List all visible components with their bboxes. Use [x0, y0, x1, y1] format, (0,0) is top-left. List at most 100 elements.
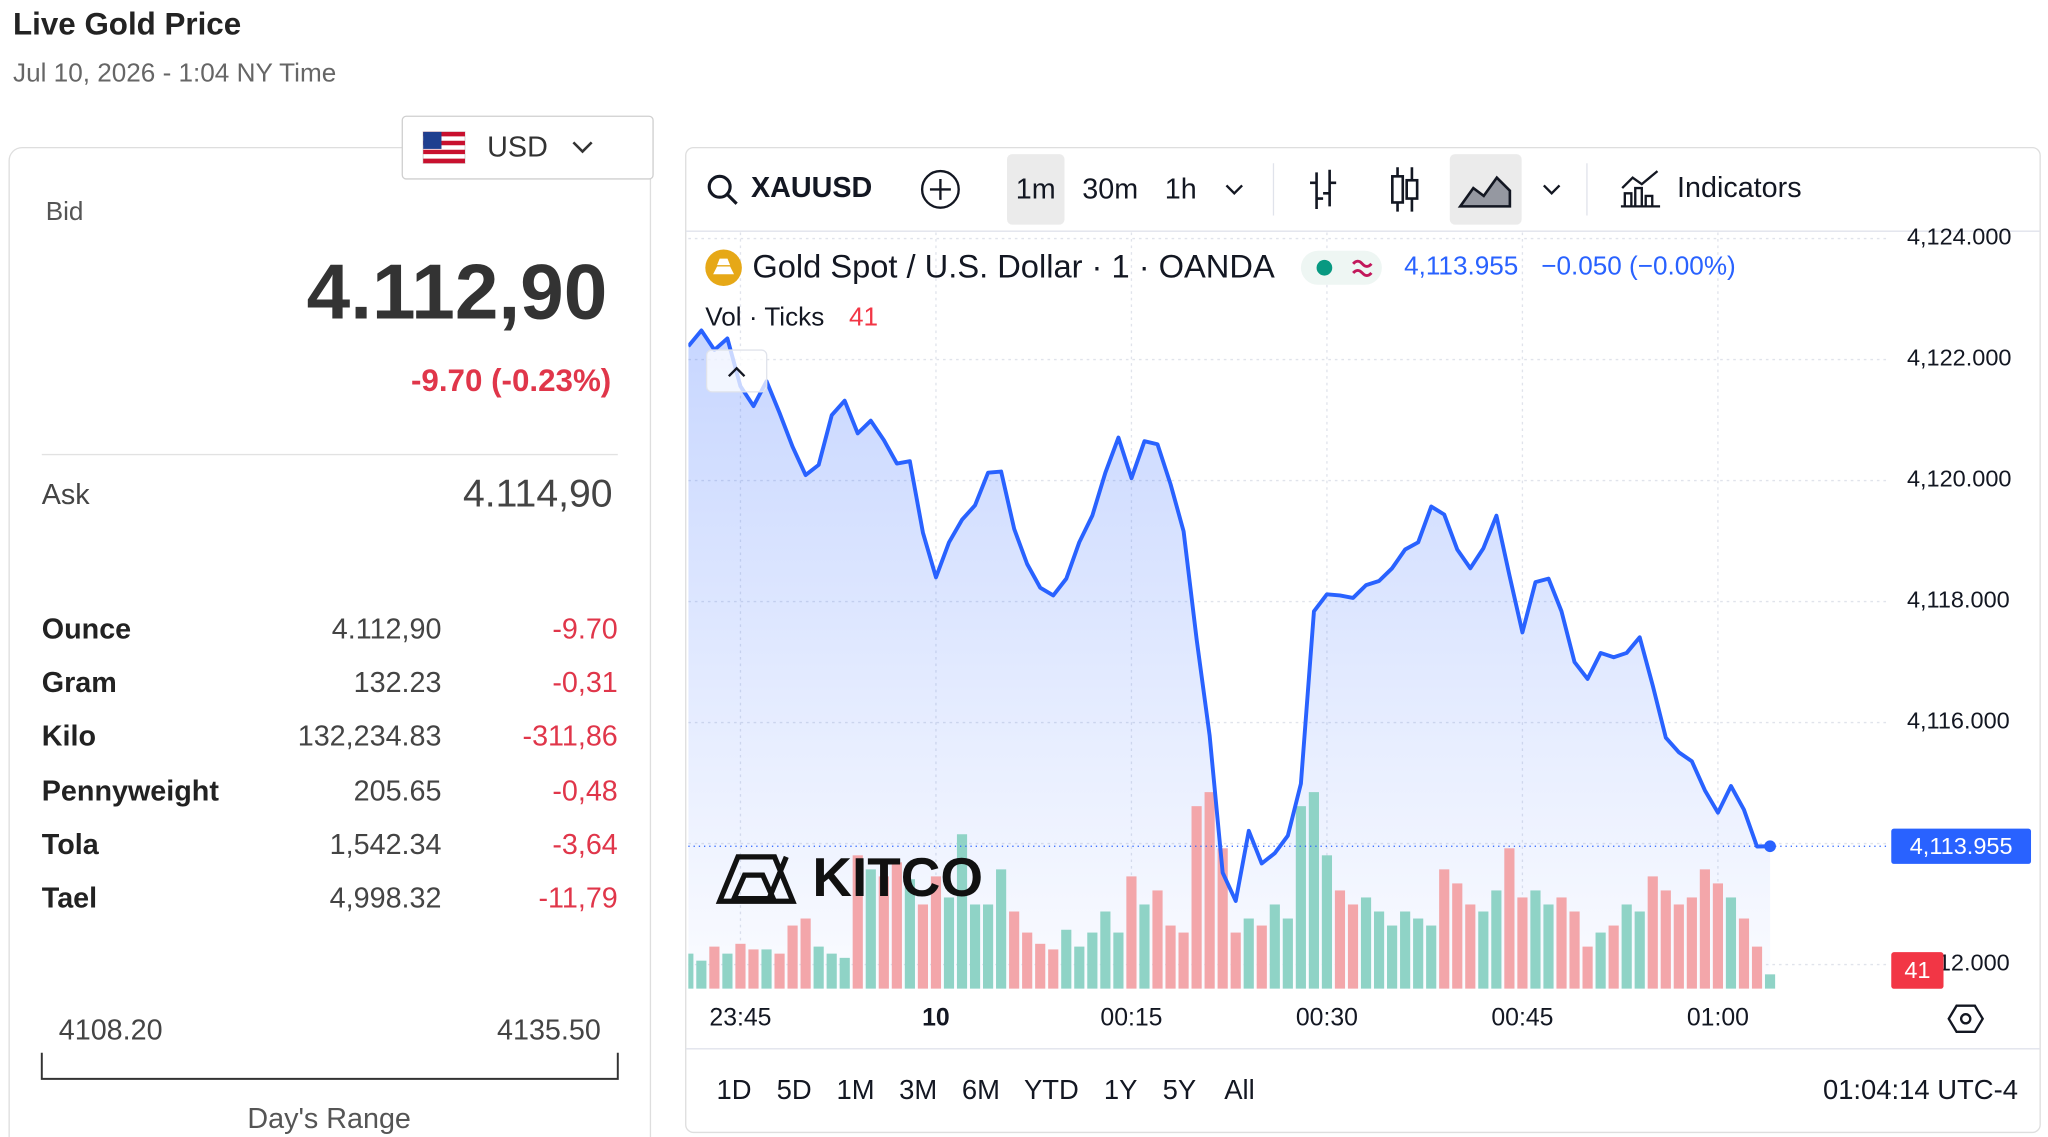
volume-bar [1439, 869, 1450, 989]
interval-menu[interactable] [1225, 184, 1243, 195]
volume-bar [1413, 918, 1424, 989]
volume-bar [996, 869, 1007, 989]
unit-name: Pennyweight [42, 775, 220, 807]
unit-name: Ounce [42, 613, 131, 645]
bar-style-button[interactable] [1310, 169, 1337, 209]
candle-style-button[interactable] [1391, 167, 1419, 212]
volume-bar [1569, 911, 1580, 989]
y-tick-label: 4,124.000 [1907, 224, 2012, 250]
currency-label[interactable]: USD [487, 132, 548, 164]
period-button[interactable]: 6M [962, 1074, 1000, 1105]
ask-value: 4.114,90 [463, 473, 613, 516]
indicators-button[interactable]: Indicators [1620, 170, 1802, 208]
last-price-badge-label: 4,113.955 [1910, 833, 2013, 859]
volume-bar [1035, 943, 1046, 989]
volume-bar [1751, 946, 1763, 989]
volume-bar [696, 960, 707, 989]
indicators-label[interactable]: Indicators [1677, 172, 1802, 204]
volume-bar [1178, 932, 1189, 989]
volume-bar [709, 946, 720, 989]
symbol[interactable]: XAUUSD [751, 172, 872, 204]
range-high: 4135.50 [497, 1014, 601, 1046]
volume-bar [1360, 897, 1372, 989]
period-button[interactable]: 5D [777, 1074, 812, 1105]
unit-price: 132.23 [354, 667, 442, 699]
plot: 4,112.0004,114.0004,116.0004,118.0004,12… [688, 224, 2032, 1031]
y-tick-label: 4,118.000 [1907, 587, 2010, 613]
volume-bar [1022, 932, 1033, 989]
volume-bar [1191, 806, 1202, 989]
collapse-legend[interactable] [705, 349, 768, 393]
period-group: 1D 5D 1M 3M 6M YTD 1Y 5Y All [717, 1074, 1255, 1105]
unit-change: -311,86 [523, 721, 618, 753]
range-bar [40, 1052, 619, 1080]
volume-bar [839, 957, 850, 989]
watermark: KITCO [812, 846, 983, 908]
volume-bar [826, 953, 837, 989]
compare-button[interactable] [920, 169, 960, 209]
volume-bar [761, 949, 772, 989]
volume-legend-value: 41 [849, 302, 878, 332]
y-tick-label: 4,122.000 [1907, 345, 2012, 371]
volume-bar [1387, 925, 1398, 989]
unit-name: Gram [42, 667, 117, 699]
volume-bar [1452, 883, 1463, 989]
delayed-icon [1352, 259, 1373, 278]
period-button[interactable]: 1M [836, 1074, 874, 1105]
interval-group: 1m 30m 1h [1016, 173, 1197, 205]
volume-bar [1165, 925, 1176, 989]
symbol-search[interactable]: XAUUSD [707, 172, 872, 205]
period-button[interactable]: 5Y [1163, 1074, 1197, 1105]
unit-price: 1,542.34 [330, 829, 442, 861]
bid-label: Bid [46, 196, 84, 226]
period-button[interactable]: YTD [1024, 1074, 1079, 1105]
volume-bar [1400, 911, 1411, 989]
last-point [1764, 840, 1776, 853]
interval-button[interactable]: 1m [1016, 173, 1056, 205]
volume-bar [1217, 848, 1228, 989]
period-button[interactable]: 1D [717, 1074, 752, 1105]
volume-bar [1204, 792, 1215, 989]
unit-change: -0,31 [552, 667, 617, 699]
volume-bar [1139, 904, 1150, 989]
last-price: 4,113.955 [1404, 251, 1518, 281]
volume-bar [1321, 855, 1333, 989]
market-open-dot [1316, 259, 1333, 276]
volume-bar [1595, 932, 1606, 989]
volume-bar [1152, 890, 1163, 989]
x-tick-label: 10 [922, 1004, 950, 1031]
period-button[interactable]: All [1224, 1074, 1254, 1105]
style-menu[interactable] [1543, 184, 1561, 195]
volume-bar [1308, 792, 1319, 989]
interval-button[interactable]: 30m [1082, 173, 1138, 205]
volume-bar [1504, 848, 1515, 989]
volume-bar [1478, 911, 1489, 989]
currency-select[interactable]: USD [401, 115, 654, 180]
volume-bar [800, 918, 811, 989]
y-tick-label: 4,116.000 [1907, 708, 2010, 734]
volume-bar [722, 953, 733, 989]
volume-bar [1764, 974, 1776, 989]
interval-button[interactable]: 1h [1165, 173, 1197, 205]
volume-bar [917, 904, 929, 989]
volume-bar [774, 953, 785, 989]
volume-bar [787, 925, 798, 989]
area-style-button[interactable] [1457, 175, 1512, 208]
ask-label: Ask [42, 479, 91, 511]
chart-settings[interactable] [1947, 1004, 1985, 1034]
volume-bar [1686, 897, 1697, 989]
watermark-logo [715, 854, 797, 904]
volume-badge [1891, 952, 1944, 989]
volume-bar [1647, 876, 1658, 989]
volume-bar [1517, 897, 1528, 989]
last-price-badge [1891, 828, 2032, 864]
volume-bar [1634, 911, 1645, 989]
volume-bar [1126, 876, 1137, 989]
page-title: Live Gold Price [13, 6, 241, 41]
period-button[interactable]: 1Y [1104, 1074, 1138, 1105]
volume-bar [1673, 904, 1684, 989]
period-button[interactable]: 3M [899, 1074, 937, 1105]
bid-change: -9.70 (-0.23%) [411, 363, 611, 398]
volume-bar [748, 949, 759, 989]
